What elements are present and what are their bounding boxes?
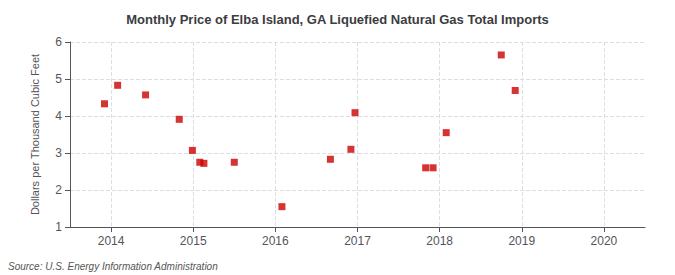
- svg-text:Dollars per Thousand Cubic Fee: Dollars per Thousand Cubic Feet: [29, 54, 41, 215]
- svg-text:Source: U.S. Energy Informatio: Source: U.S. Energy Information Administ…: [8, 261, 218, 272]
- svg-text:6: 6: [55, 35, 62, 49]
- svg-text:Monthly Price of Elba Island,: Monthly Price of Elba Island, GA Liquefi…: [126, 12, 549, 27]
- svg-text:5: 5: [55, 72, 62, 86]
- svg-text:2018: 2018: [426, 234, 453, 248]
- svg-text:2020: 2020: [591, 234, 618, 248]
- svg-text:3: 3: [55, 146, 62, 160]
- svg-text:2015: 2015: [180, 234, 207, 248]
- svg-text:2: 2: [55, 183, 62, 197]
- svg-text:2016: 2016: [262, 234, 289, 248]
- svg-text:4: 4: [55, 109, 62, 123]
- svg-text:2017: 2017: [344, 234, 371, 248]
- svg-text:1: 1: [55, 220, 62, 234]
- svg-text:2014: 2014: [98, 234, 125, 248]
- svg-text:2019: 2019: [508, 234, 535, 248]
